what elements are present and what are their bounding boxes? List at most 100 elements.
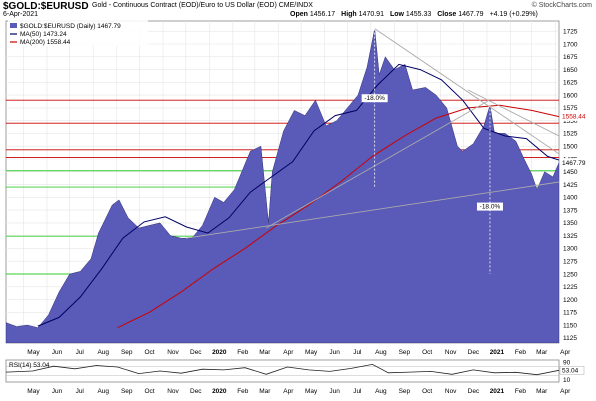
x-tick-label-bottom: Sep bbox=[121, 388, 133, 395]
x-tick-label: Jul bbox=[76, 349, 85, 356]
y-tick-label: 1150 bbox=[563, 322, 577, 329]
ma50-line bbox=[37, 63, 559, 327]
x-tick-label-bottom: Apr bbox=[283, 388, 294, 395]
trend-line bbox=[467, 89, 559, 137]
price-area bbox=[6, 28, 559, 343]
y-tick-label: 1575 bbox=[563, 105, 578, 112]
drop-label-bg bbox=[361, 94, 388, 103]
x-tick-label-bottom: Apr bbox=[560, 388, 571, 395]
y-tick-label: 1525 bbox=[563, 131, 578, 138]
x-tick-label-bottom: Feb bbox=[515, 388, 527, 395]
x-tick-label-bottom: Jul bbox=[353, 388, 362, 395]
x-tick-label: May bbox=[305, 349, 318, 356]
x-tick-label-bottom: Mar bbox=[259, 388, 271, 395]
x-tick-label: Nov bbox=[445, 349, 457, 356]
rsi-tick-label: 90 bbox=[563, 360, 571, 367]
x-tick-label: Dec bbox=[468, 349, 480, 356]
x-tick-label: Oct bbox=[422, 349, 432, 356]
x-tick-label-bottom: Oct bbox=[144, 388, 154, 395]
x-tick-label: May bbox=[27, 349, 40, 356]
price-axis: 1125 1150 1175 1200 1225 1250 1275 1300 1325 1350… bbox=[563, 29, 578, 343]
x-tick-label: Feb bbox=[237, 349, 249, 356]
x-tick-label-bottom: Mar bbox=[536, 388, 548, 395]
y-tick-label: 1450 bbox=[563, 169, 578, 176]
legend: $GOLD:$EURUSD (Daily) 1467.79 MA(50) 147… bbox=[8, 20, 148, 46]
drop-label: -18.0% bbox=[364, 95, 385, 102]
x-tick-label-bottom: Oct bbox=[422, 388, 432, 395]
rsi-label: RSI(14) 53.04 bbox=[9, 362, 50, 369]
y-tick-label: 1550 bbox=[563, 118, 578, 125]
chart-date: 6-Apr-2021 bbox=[3, 11, 39, 18]
y-tick-label: 1225 bbox=[563, 284, 578, 291]
rsi-panel bbox=[5, 359, 560, 383]
x-tick-label: Mar bbox=[536, 349, 548, 356]
x-tick-label: 2020 bbox=[212, 349, 227, 356]
y-tick-label: 1125 bbox=[563, 335, 577, 342]
drop-markers: -18.0% -18.0% bbox=[361, 28, 503, 274]
x-tick-label-bottom: May bbox=[305, 388, 318, 395]
y-tick-label: 1350 bbox=[563, 220, 578, 227]
x-tick-label: Aug bbox=[97, 349, 109, 356]
ohlc-item: Close 1467.79 bbox=[437, 11, 484, 18]
x-tick-label-bottom: Aug bbox=[375, 388, 387, 395]
y-tick-label: 1600 bbox=[563, 92, 578, 99]
y-tick-label: 1175 bbox=[563, 310, 577, 317]
chart-description: Gold - Continuous Contract (EOD)/Euro to… bbox=[92, 2, 313, 9]
x-tick-label-bottom: Nov bbox=[167, 388, 179, 395]
y-tick-label: 1400 bbox=[563, 195, 578, 202]
x-tick-label-bottom: Dec bbox=[190, 388, 202, 395]
trend-line bbox=[265, 99, 490, 229]
date-axis-bottom: May Jun Jul Aug Sep Oct Nov Dec 2020 Feb Mar Apr May… bbox=[27, 388, 571, 395]
y-tick-label: 1625 bbox=[563, 80, 578, 87]
x-tick-label: Feb bbox=[515, 349, 527, 356]
trend-line bbox=[374, 28, 559, 155]
x-tick-label: Jul bbox=[353, 349, 362, 356]
ma200-price-tag-bg bbox=[560, 111, 590, 121]
chart-symbol: $GOLD:$EURUSD bbox=[3, 1, 89, 12]
stockcharts-credit: © StockCharts.com bbox=[531, 2, 592, 9]
x-tick-label-bottom: 2020 bbox=[212, 388, 227, 395]
legend-price-swatch bbox=[10, 23, 17, 28]
y-tick-label: 1375 bbox=[563, 207, 578, 214]
last-price-tag-bg bbox=[560, 158, 590, 168]
y-tick-label: 1425 bbox=[563, 182, 578, 189]
y-tick-label: 1325 bbox=[563, 233, 578, 240]
x-tick-label-bottom: 2021 bbox=[490, 388, 505, 395]
rsi-tag-bg bbox=[559, 366, 585, 375]
x-tick-label: Nov bbox=[167, 349, 179, 356]
date-axis: May Jun Jul Aug Sep Oct Nov Dec 2020 Feb Mar Apr May… bbox=[27, 349, 571, 356]
rsi-tag: 53.04 bbox=[562, 368, 579, 375]
x-tick-label: Dec bbox=[190, 349, 202, 356]
drop-label-bg bbox=[476, 202, 503, 211]
x-tick-label-bottom: Nov bbox=[445, 388, 457, 395]
y-tick-label: 1675 bbox=[563, 54, 578, 61]
rsi-line bbox=[6, 363, 559, 376]
ohlc-item: High 1470.91 bbox=[341, 11, 384, 18]
y-tick-label: 1700 bbox=[563, 41, 578, 48]
y-tick-label: 1500 bbox=[563, 144, 578, 151]
y-tick-label: 1250 bbox=[563, 271, 578, 278]
x-tick-label-bottom: May bbox=[27, 388, 40, 395]
x-tick-label: Apr bbox=[560, 349, 571, 356]
ohlc-item: +4.19 (+0.29%) bbox=[489, 11, 538, 18]
ohlc-item: Low 1455.33 bbox=[389, 11, 432, 18]
y-tick-label: 1650 bbox=[563, 67, 578, 74]
legend-price: $GOLD:$EURUSD (Daily) 1467.79 bbox=[20, 23, 121, 30]
legend-ma200: MA(200) 1558.44 bbox=[20, 39, 71, 46]
x-tick-label: Mar bbox=[259, 349, 271, 356]
x-tick-label-bottom: Jul bbox=[76, 388, 85, 395]
drop-label: -18.0% bbox=[480, 204, 501, 211]
rsi-axis: 90501053.04 bbox=[559, 360, 585, 384]
x-tick-label: 2021 bbox=[490, 349, 505, 356]
rsi-tick-label: 10 bbox=[563, 377, 571, 384]
y-tick-label: 1200 bbox=[563, 297, 578, 304]
x-tick-label: Sep bbox=[399, 349, 411, 356]
last-price-tag: 1467.79 bbox=[562, 160, 586, 167]
x-tick-label-bottom: Aug bbox=[97, 388, 109, 395]
trend-lines bbox=[185, 28, 559, 239]
x-tick-label-bottom: Feb bbox=[237, 388, 249, 395]
legend-ma50: MA(50) 1473.24 bbox=[20, 31, 67, 38]
x-tick-label: Sep bbox=[121, 349, 133, 356]
x-tick-label: Apr bbox=[283, 349, 294, 356]
